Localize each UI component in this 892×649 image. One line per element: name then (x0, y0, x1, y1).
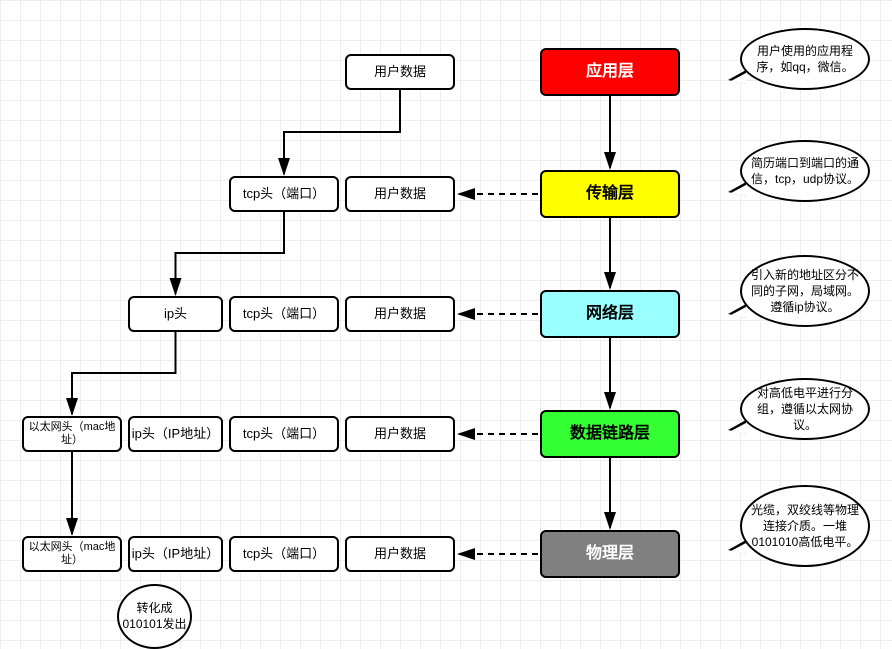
layer-note-4: 光缆，双绞线等物理连接介质。一堆0101010高低电平。 (740, 485, 870, 567)
data-box-r2-c0: ip头 (128, 296, 223, 332)
layer-box-3: 数据链路层 (540, 410, 680, 458)
data-box-r4-c1: ip头（IP地址） (128, 536, 223, 572)
data-box-r3-c2: tcp头（端口） (229, 416, 339, 452)
final-note: 转化成010101发出 (117, 584, 192, 649)
data-box-r4-c3: 用户数据 (345, 536, 455, 572)
data-box-r1-c1: 用户数据 (345, 176, 455, 212)
bubble-tail (728, 540, 746, 554)
data-box-r2-c2: 用户数据 (345, 296, 455, 332)
data-box-r0-c0: 用户数据 (345, 54, 455, 90)
layer-box-4: 物理层 (540, 530, 680, 578)
data-box-r3-c3: 用户数据 (345, 416, 455, 452)
layer-note-1: 简历端口到端口的通信，tcp，udp协议。 (740, 140, 870, 202)
layer-note-0: 用户使用的应用程序，如qq，微信。 (740, 28, 870, 90)
layer-box-2: 网络层 (540, 290, 680, 338)
data-box-r3-c1: ip头（IP地址） (128, 416, 223, 452)
data-box-r2-c1: tcp头（端口） (229, 296, 339, 332)
bubble-tail (728, 182, 746, 196)
data-box-r3-c0: 以太网头（mac地址） (22, 416, 122, 452)
data-box-r4-c0: 以太网头（mac地址） (22, 536, 122, 572)
layer-box-1: 传输层 (540, 170, 680, 218)
layer-note-2: 引入新的地址区分不同的子网，局域网。遵循ip协议。 (740, 255, 870, 327)
bubble-tail (728, 420, 746, 434)
bubble-tail (728, 304, 746, 318)
layer-note-3: 对高低电平进行分组，遵循以太网协议。 (740, 378, 870, 440)
bubble-tail (728, 70, 746, 84)
data-box-r4-c2: tcp头（端口） (229, 536, 339, 572)
layer-box-0: 应用层 (540, 48, 680, 96)
data-box-r1-c0: tcp头（端口） (229, 176, 339, 212)
